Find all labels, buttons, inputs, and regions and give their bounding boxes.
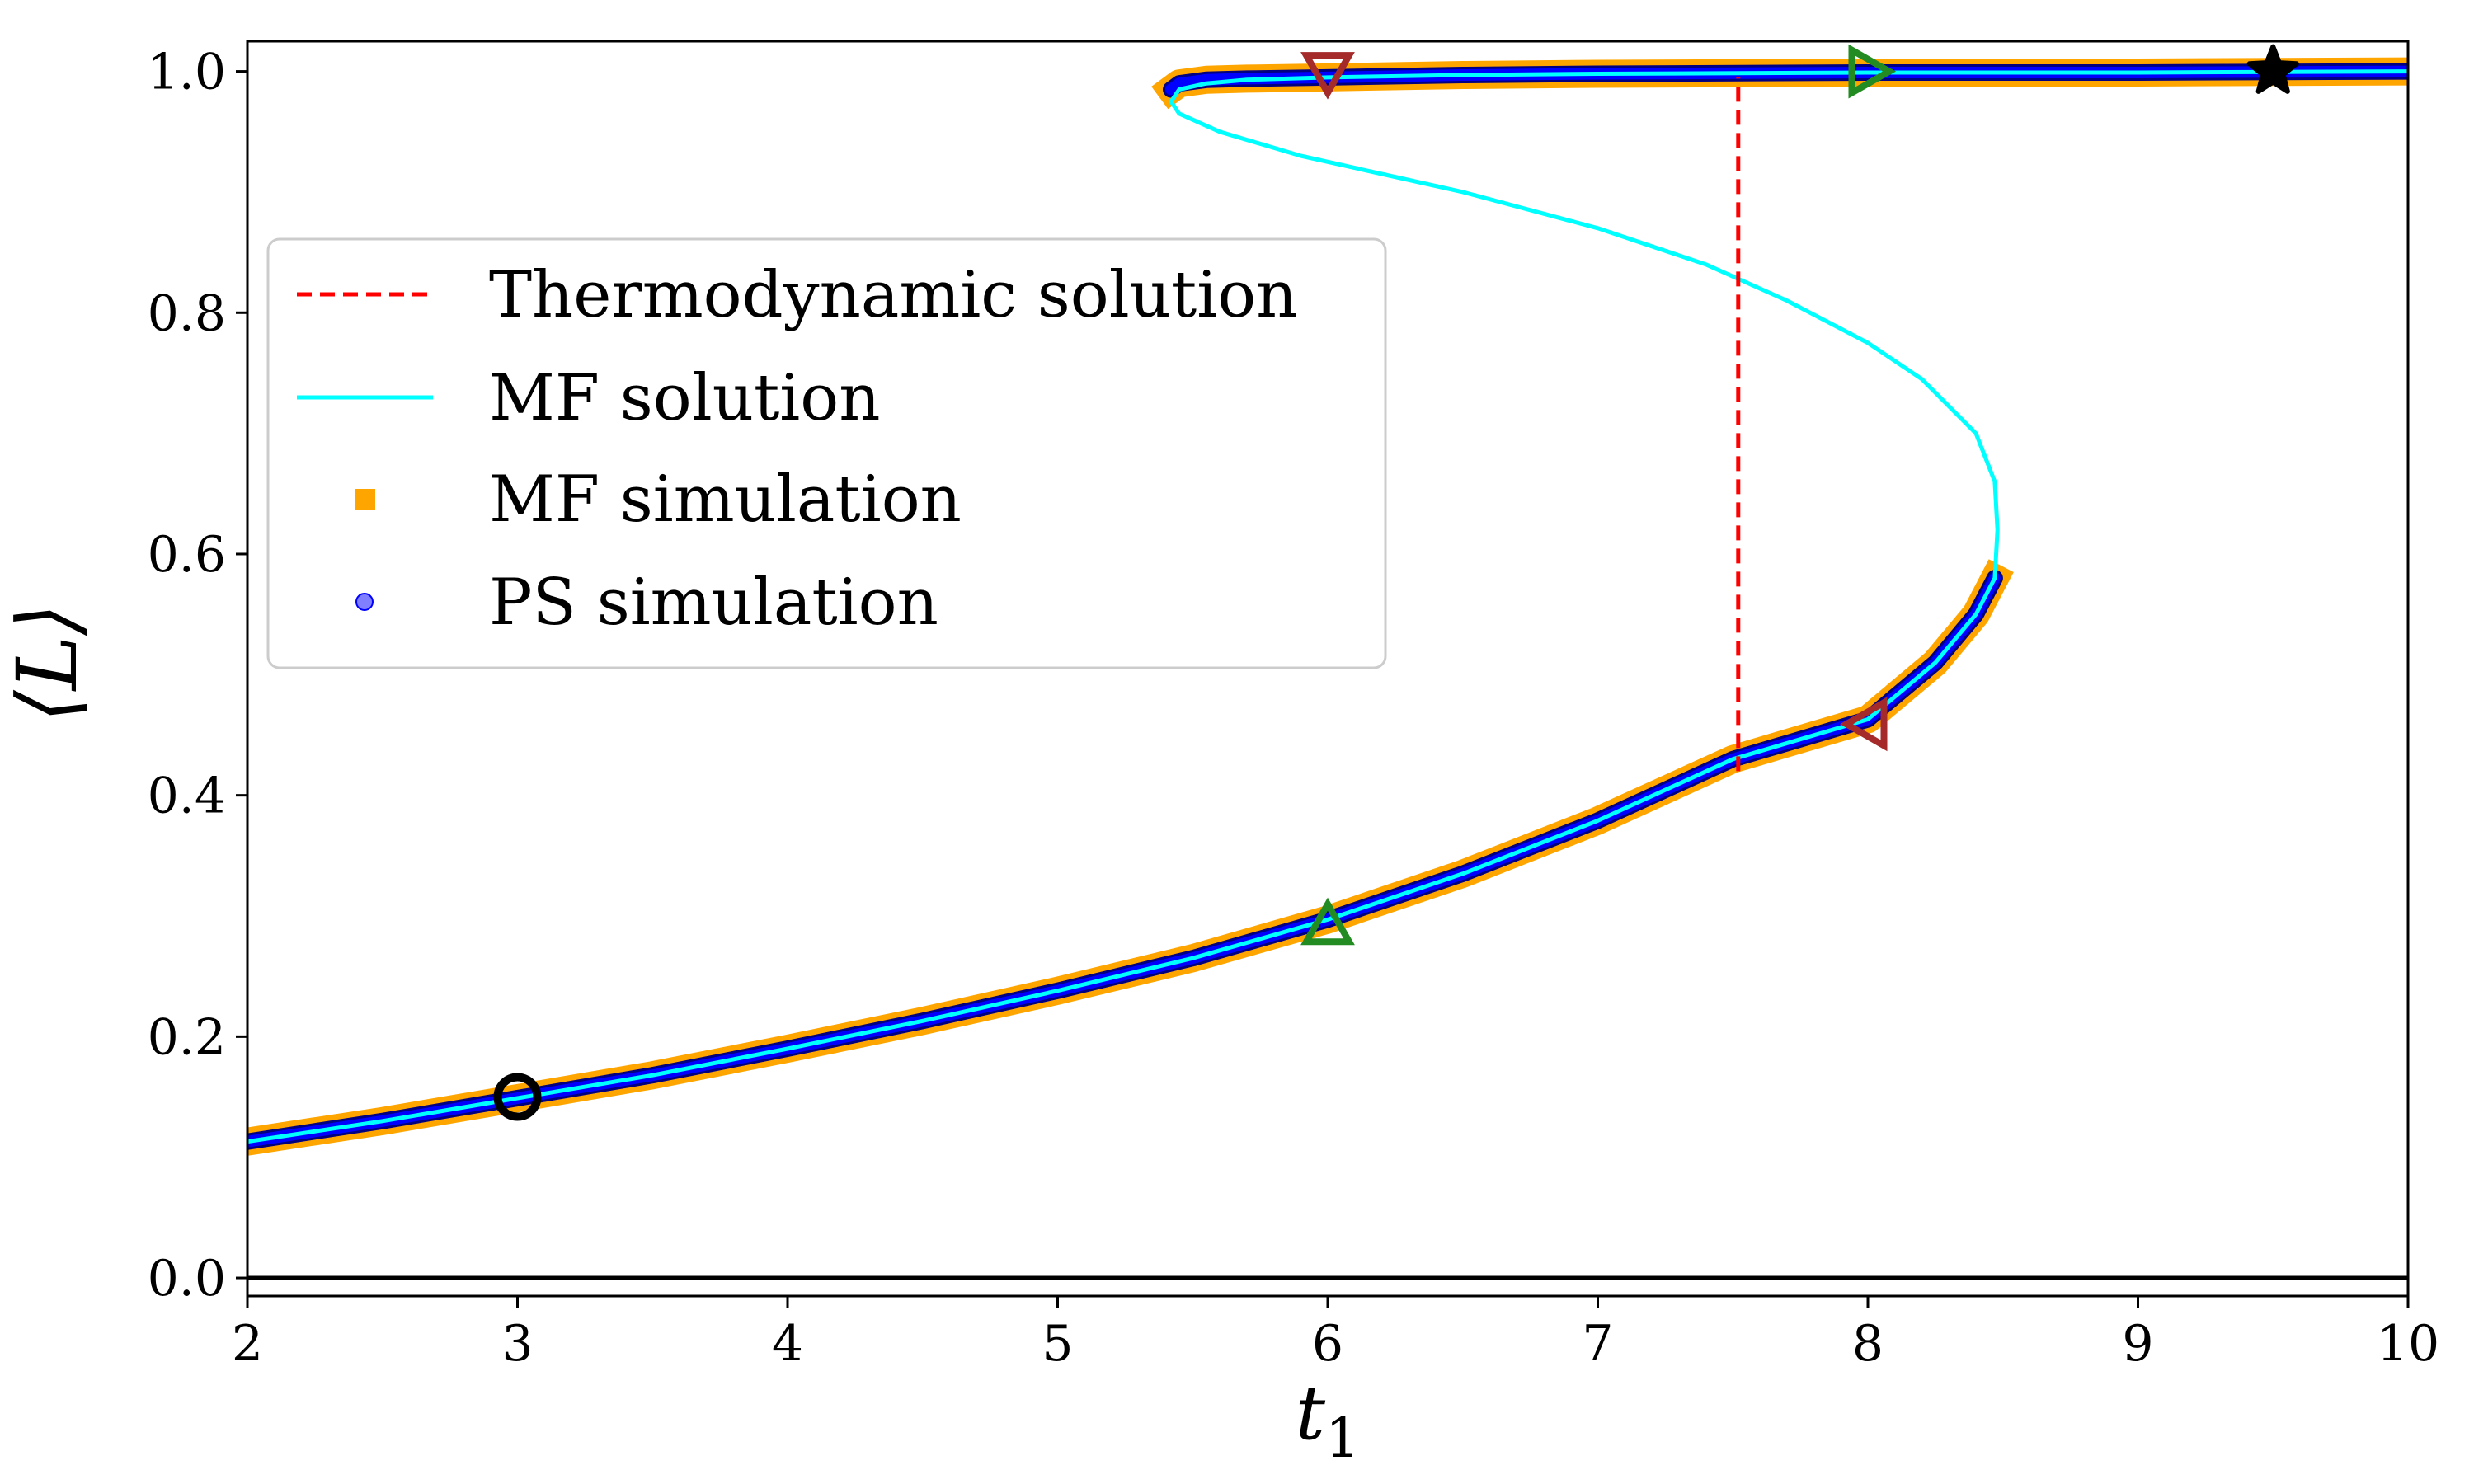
y-tick-label: 0.8 [148,284,226,342]
x-tick-label: 2 [232,1315,263,1373]
x-axis-label: t1 [1296,1370,1360,1470]
x-axis-label-sub: 1 [1325,1407,1360,1470]
legend-swatch-mf-simulation [355,489,375,510]
y-tick-label: 0.4 [148,768,226,825]
x-tick-label: 6 [1312,1315,1343,1373]
marker-triangle-left [1839,697,1888,752]
y-tick-label: 0.2 [148,1008,226,1066]
y-axis-label: ⟨L⟩ [0,603,96,722]
special-markers [493,44,2299,1121]
legend-box [266,237,1387,669]
legend: Thermodynamic solution MF solution MF si… [266,237,1387,669]
plot-area [247,57,2408,1280]
axis-ticks: 2 3 4 5 6 7 8 9 10 0.0 0.2 0.4 0.6 0.8 1.0 [148,44,2440,1373]
x-tick-label: 7 [1582,1315,1613,1373]
x-tick-label: 9 [2122,1315,2153,1373]
marker-star [2246,44,2299,94]
mf-solution-line [247,69,2408,1144]
y-tick-label: 0.0 [148,1250,226,1308]
legend-label-mf-simulation: MF simulation [489,463,962,537]
y-tick-label: 0.6 [148,526,226,584]
x-tick-label: 3 [501,1315,533,1373]
legend-label-ps-simulation: PS simulation [489,566,938,640]
legend-swatch-ps-simulation [355,593,374,611]
x-tick-label: 4 [772,1315,803,1373]
legend-label-thermodynamic: Thermodynamic solution [489,258,1297,332]
x-tick-label: 5 [1042,1315,1073,1373]
legend-label-mf-solution: MF solution [489,361,880,435]
marker-triangle-up [1300,897,1355,946]
x-tick-label: 10 [2377,1315,2439,1373]
marker-circle [493,1073,542,1121]
x-axis-label-main: t [1296,1370,1326,1457]
marker-triangle-right [1848,44,1897,99]
marker-triangle-down [1300,52,1355,100]
y-tick-label: 1.0 [148,44,226,101]
x-tick-label: 8 [1852,1315,1884,1373]
